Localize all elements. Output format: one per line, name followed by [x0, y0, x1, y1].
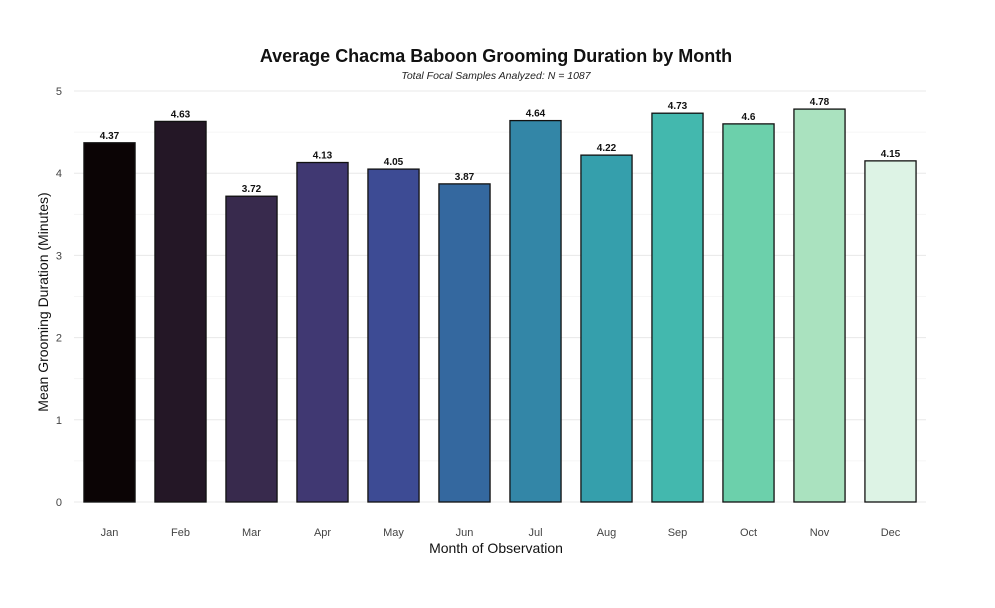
bar-oct — [722, 123, 775, 503]
data-labels: 4.37 4.63 3.72 4.13 4.05 3.87 4.64 4.22 4.73 4.6 4… — [100, 97, 901, 195]
data-label-jan: 4.37 — [100, 131, 120, 142]
data-label-feb: 4.63 — [171, 109, 191, 120]
bar-jul — [509, 119, 562, 503]
data-label-oct: 4.6 — [742, 112, 756, 123]
y-tick-label: 5 — [56, 86, 62, 98]
x-tick-label-may: May — [383, 527, 404, 539]
y-tick-label: 2 — [56, 333, 62, 345]
y-axis-ticks: 0 1 2 3 4 5 — [56, 86, 62, 509]
y-tick-label: 3 — [56, 250, 62, 262]
x-tick-label-sep: Sep — [668, 527, 688, 539]
x-axis-title: Month of Observation — [429, 540, 563, 556]
bar-aug — [580, 154, 633, 503]
bar-dec — [864, 160, 917, 503]
chart-subtitle: Total Focal Samples Analyzed: N = 1087 — [401, 70, 591, 82]
x-tick-label-oct: Oct — [740, 527, 757, 539]
x-tick-label-jul: Jul — [528, 527, 542, 539]
x-tick-label-jan: Jan — [101, 527, 119, 539]
x-axis-ticks: Jan Feb Mar Apr May Jun Jul Aug Sep Oct Nov Dec — [101, 527, 901, 539]
x-tick-label-mar: Mar — [242, 527, 261, 539]
data-label-dec: 4.15 — [881, 149, 901, 160]
bar-nov — [793, 108, 846, 503]
x-tick-label-feb: Feb — [171, 527, 190, 539]
x-tick-label-apr: Apr — [314, 527, 331, 539]
x-tick-label-nov: Nov — [810, 527, 830, 539]
data-label-nov: 4.78 — [810, 97, 830, 108]
data-label-may: 4.05 — [384, 157, 404, 168]
grid — [74, 90, 926, 503]
y-tick-label: 0 — [56, 497, 62, 509]
bar-jun — [438, 183, 491, 503]
data-label-mar: 3.72 — [242, 184, 262, 195]
bar-sep — [651, 112, 704, 503]
bars — [83, 108, 917, 503]
x-tick-label-aug: Aug — [597, 527, 617, 539]
data-label-jun: 3.87 — [455, 172, 475, 183]
y-tick-label: 1 — [56, 415, 62, 427]
x-tick-label-dec: Dec — [881, 527, 901, 539]
bar-mar — [225, 195, 278, 503]
bar-jan — [83, 142, 136, 503]
y-axis-title: Mean Grooming Duration (Minutes) — [35, 192, 51, 411]
chart-title: Average Chacma Baboon Grooming Duration … — [260, 46, 732, 66]
y-tick-label: 4 — [56, 168, 62, 180]
bar-feb — [154, 120, 207, 503]
data-label-apr: 4.13 — [313, 151, 333, 162]
data-label-jul: 4.64 — [526, 109, 546, 120]
data-label-aug: 4.22 — [597, 143, 617, 154]
bar-apr — [296, 161, 349, 503]
x-tick-label-jun: Jun — [456, 527, 474, 539]
data-label-sep: 4.73 — [668, 101, 688, 112]
bar-may — [367, 168, 420, 503]
